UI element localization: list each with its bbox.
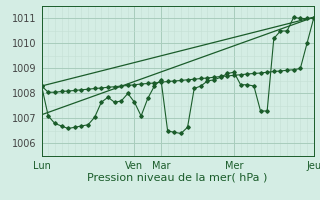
- X-axis label: Pression niveau de la mer( hPa ): Pression niveau de la mer( hPa ): [87, 172, 268, 182]
